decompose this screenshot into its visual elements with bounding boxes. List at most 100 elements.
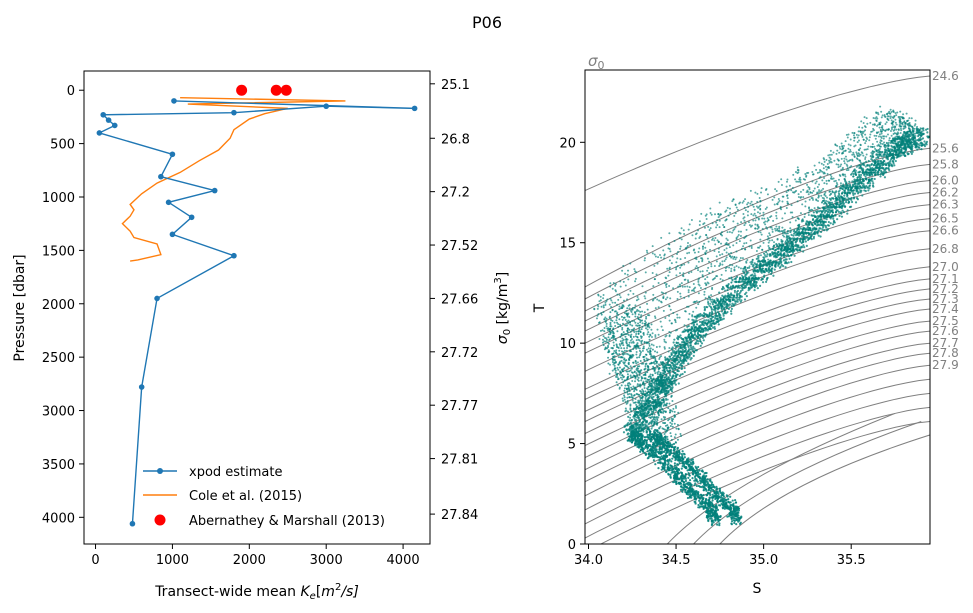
ts-point — [608, 330, 611, 333]
ts-point — [696, 316, 699, 319]
ts-point — [746, 210, 749, 213]
ts-point — [679, 245, 682, 248]
ts-point — [686, 340, 689, 343]
ts-point — [723, 301, 727, 304]
ts-point — [827, 220, 830, 224]
ts-point — [693, 333, 697, 336]
ts-point — [886, 133, 889, 136]
ts-point — [778, 260, 781, 264]
ts-point — [819, 214, 822, 217]
ts-point — [690, 219, 693, 222]
ts-point — [666, 435, 669, 438]
ts-point — [674, 329, 677, 332]
ts-point — [783, 248, 786, 251]
ts-point — [664, 431, 667, 434]
ts-point — [766, 253, 769, 256]
ts-point — [782, 259, 786, 262]
ts-point — [735, 237, 738, 240]
ts-point — [893, 145, 896, 148]
ts-point — [731, 298, 735, 302]
ts-point — [844, 187, 847, 190]
ts-point — [756, 255, 759, 258]
ts-point — [920, 134, 923, 137]
ts-point — [858, 126, 861, 129]
ts-point — [760, 268, 763, 271]
ts-point — [791, 241, 794, 244]
ts-point — [663, 347, 666, 350]
ts-point — [816, 232, 819, 235]
ts-point — [694, 267, 697, 270]
ts-point — [665, 366, 668, 369]
ts-point — [859, 173, 863, 177]
ts-point — [784, 250, 788, 253]
ts-point — [849, 138, 852, 141]
ts-point — [831, 177, 834, 180]
ts-point — [871, 130, 874, 133]
ts-point — [837, 159, 840, 162]
ts-point — [675, 274, 678, 277]
ts-point — [823, 229, 826, 232]
ts-point — [735, 281, 738, 284]
ts-point — [665, 284, 668, 287]
ts-point — [802, 196, 805, 199]
ts-point — [628, 422, 631, 426]
ts-point — [735, 296, 738, 299]
legend-entry-xpod: xpod estimate — [143, 465, 283, 480]
ts-point — [687, 289, 690, 292]
ts-point — [693, 251, 696, 254]
ts-point — [901, 123, 904, 126]
ts-point — [833, 193, 836, 196]
ts-point — [735, 290, 738, 293]
ts-point — [919, 142, 922, 145]
ts-point — [814, 228, 817, 231]
ts-point — [612, 355, 615, 358]
ts-point — [841, 147, 844, 150]
ts-point — [781, 226, 784, 229]
ts-point — [695, 349, 698, 352]
ts-point — [743, 270, 746, 273]
ts-point — [733, 228, 736, 231]
ts-point — [765, 226, 768, 229]
ts-point — [693, 351, 696, 354]
ts-point — [646, 399, 649, 402]
ts-point — [850, 165, 853, 168]
ts-point — [660, 377, 663, 380]
ts-point — [880, 116, 883, 119]
ts-point — [708, 315, 711, 318]
ts-point — [836, 144, 839, 147]
ts-point — [628, 419, 631, 422]
ts-point — [634, 377, 637, 380]
ts-point — [739, 256, 742, 259]
ts-point — [616, 303, 619, 306]
ts-point — [838, 151, 841, 154]
ts-point — [822, 197, 825, 200]
ts-point — [835, 206, 838, 209]
ts-point — [714, 213, 717, 216]
ts-point — [597, 313, 600, 316]
ts-point — [875, 131, 878, 134]
ts-point — [666, 296, 669, 299]
right-sigma-tick-label: 27.2 — [441, 186, 470, 201]
ts-point — [602, 293, 605, 296]
ts-point — [704, 297, 707, 300]
ts-point — [764, 188, 767, 191]
ts-point — [836, 218, 839, 221]
ts-point — [677, 347, 680, 350]
ts-point — [642, 414, 645, 417]
ts-point — [838, 145, 841, 148]
ts-point — [678, 343, 682, 346]
ts-point — [847, 184, 850, 187]
ts-point — [856, 192, 860, 195]
ts-point — [880, 130, 883, 133]
ts-point — [721, 231, 724, 234]
ts-point — [859, 166, 862, 169]
ts-point — [725, 256, 728, 259]
ts-point — [914, 139, 917, 142]
ts-point — [673, 239, 676, 242]
ts-point — [755, 284, 758, 287]
ts-point — [742, 283, 745, 286]
ts-point — [917, 131, 920, 134]
ts-point — [656, 298, 659, 301]
ts-point — [683, 278, 686, 281]
ts-point — [891, 116, 894, 119]
